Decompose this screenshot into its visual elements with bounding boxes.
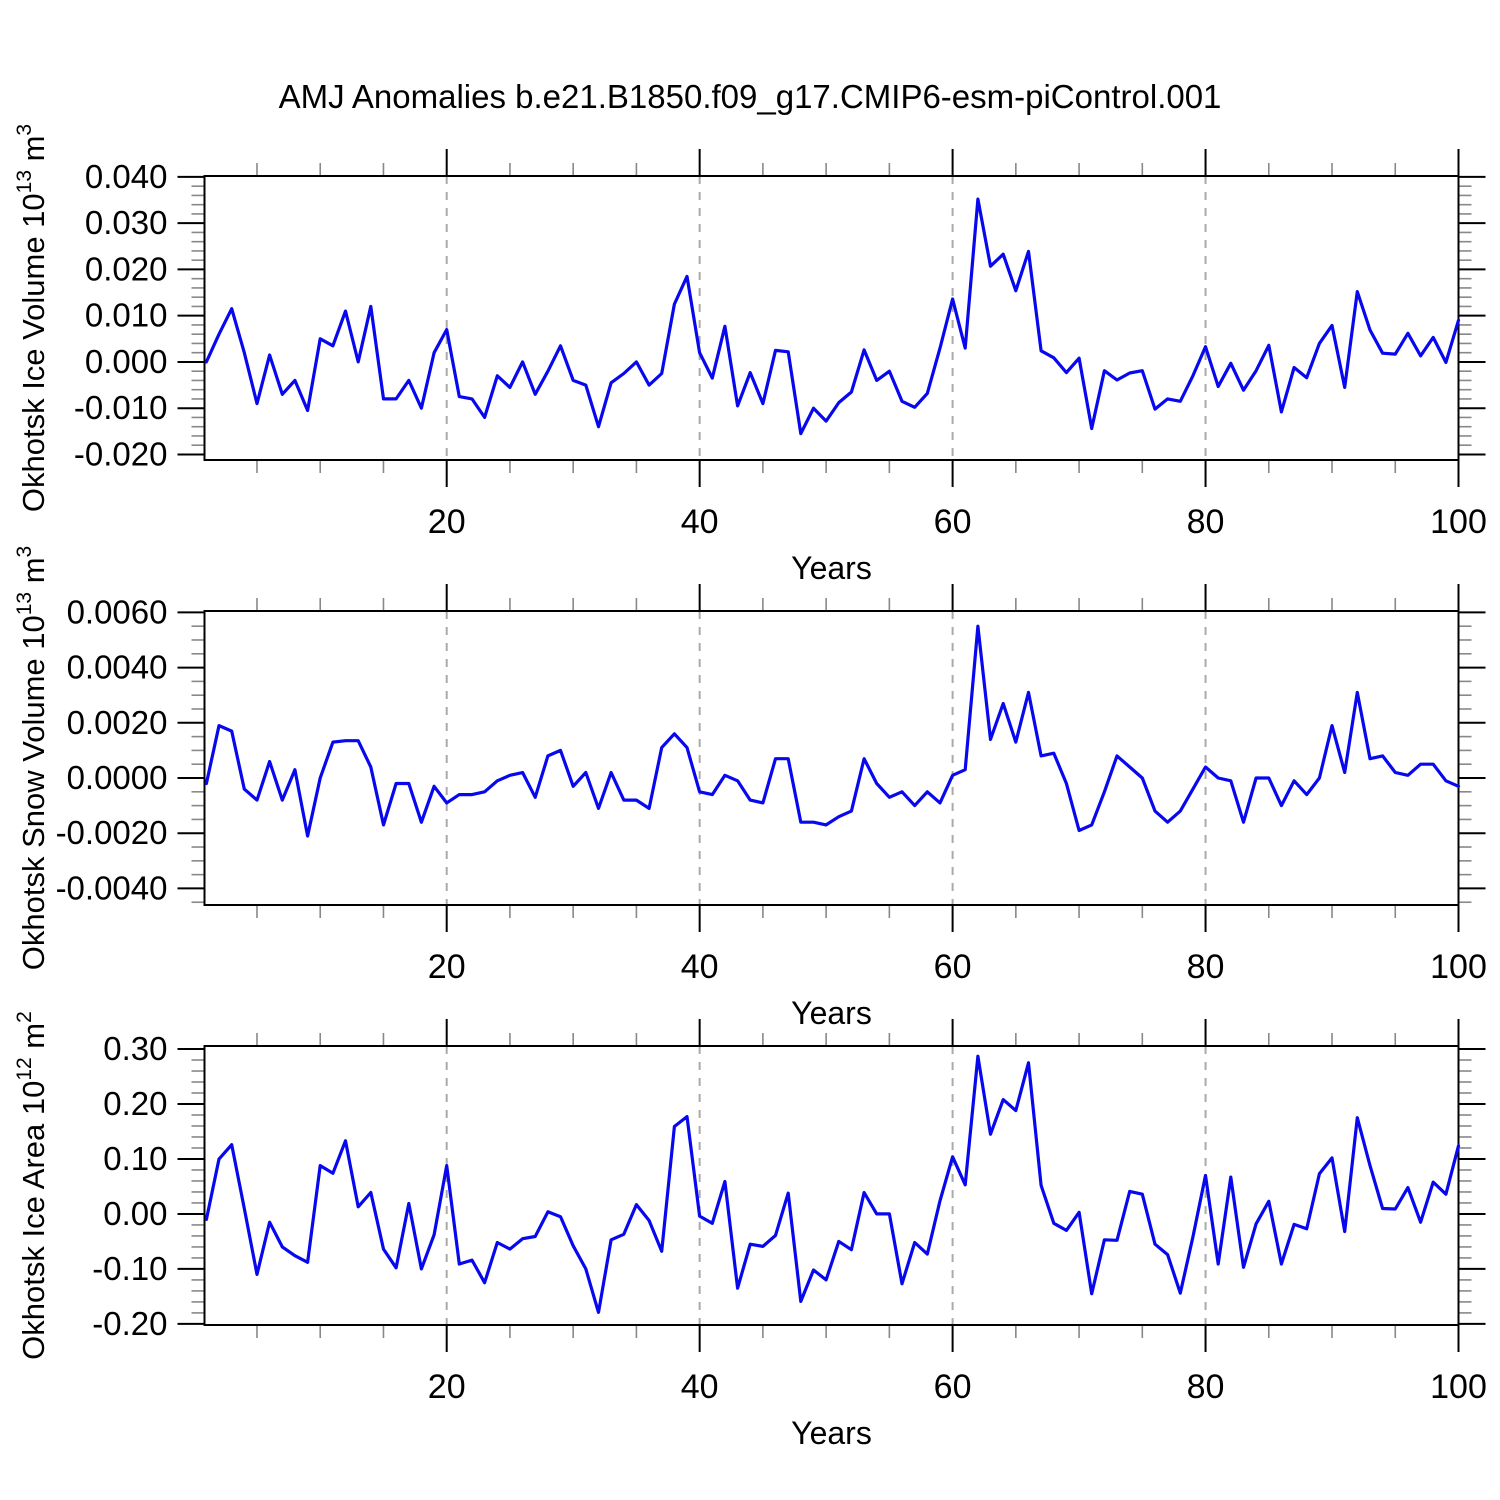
y-tick-label: 0.20	[103, 1085, 167, 1122]
y-tick-label: -0.010	[74, 389, 168, 426]
y-tick-label: 0.030	[85, 204, 168, 241]
x-tick-label: 60	[934, 948, 972, 986]
snow-volume-panel: 0.0060 0.0040 0.0020 0.0000 -0.0020 -0.0040 20…	[13, 546, 1487, 1031]
x-tick-label: 40	[681, 503, 719, 541]
x-tick-label: 100	[1430, 1368, 1487, 1406]
x-tick-label: 60	[934, 1368, 972, 1406]
x-tick-label: 60	[934, 503, 972, 541]
x-tick-label: 80	[1187, 948, 1225, 986]
y-tick-label: -0.0020	[56, 814, 168, 851]
x-axis-label: Years	[791, 1415, 872, 1451]
y-tick-label: 0.00	[103, 1195, 167, 1232]
x-axis-label: Years	[791, 995, 872, 1031]
y-tick-label: 0.040	[85, 158, 168, 195]
x-tick-label: 100	[1430, 948, 1487, 986]
ice-volume-panel: 0.040 0.030 0.020 0.010 0.000 -0.010 -0.020 20 4…	[13, 124, 1487, 586]
x-axis-label: Years	[791, 550, 872, 586]
y-tick-label: -0.20	[92, 1305, 167, 1342]
y-tick-label: 0.0020	[67, 704, 168, 741]
y-axis-label: Okhotsk Ice Area 1012 m2	[13, 1011, 51, 1360]
y-tick-label: 0.000	[85, 343, 168, 380]
y-tick-label: 0.10	[103, 1140, 167, 1177]
x-tick-label: 20	[428, 948, 466, 986]
y-tick-label: -0.020	[74, 435, 168, 472]
y-tick-label: 0.020	[85, 250, 168, 287]
x-tick-label: 40	[681, 1368, 719, 1406]
data-line	[204, 197, 1461, 436]
y-tick-label: -0.0040	[56, 869, 168, 906]
data-line	[204, 1054, 1461, 1315]
x-tick-label: 80	[1187, 1368, 1225, 1406]
x-tick-label: 80	[1187, 503, 1225, 541]
y-tick-label: 0.0040	[67, 649, 168, 686]
data-line	[204, 624, 1461, 838]
x-tick-label: 20	[428, 1368, 466, 1406]
y-tick-label: 0.0060	[67, 593, 168, 630]
plot-frame	[203, 1045, 1460, 1326]
x-tick-label: 100	[1430, 503, 1487, 541]
x-tick-label: 20	[428, 503, 466, 541]
y-tick-label: 0.010	[85, 297, 168, 334]
x-tick-label: 40	[681, 948, 719, 986]
chart-title: AMJ Anomalies b.e21.B1850.f09_g17.CMIP6-…	[278, 78, 1222, 115]
y-tick-label: 0.30	[103, 1030, 167, 1067]
y-axis-label: Okhotsk Snow Volume 1013 m3	[13, 546, 51, 970]
plot-frame	[203, 610, 1460, 906]
y-axis-label: Okhotsk Ice Volume 1013 m3	[13, 124, 51, 512]
plot-frame	[203, 175, 1460, 461]
y-tick-label: 0.0000	[67, 759, 168, 796]
y-tick-label: -0.10	[92, 1250, 167, 1287]
